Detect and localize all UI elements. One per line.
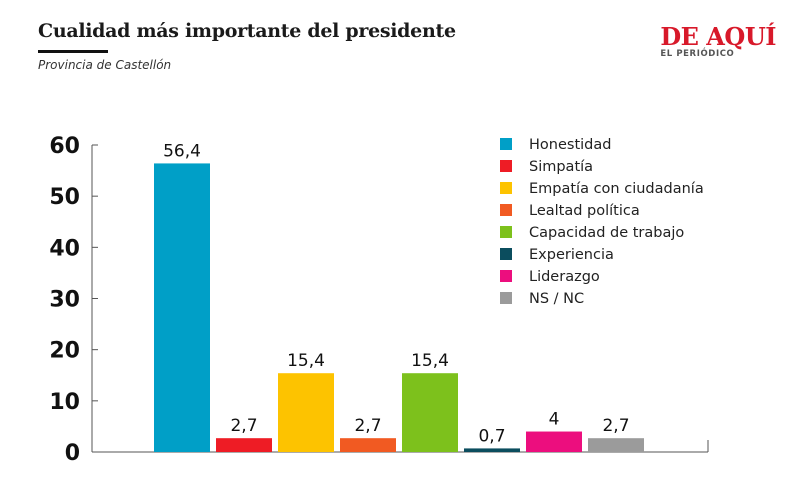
legend-label: Capacidad de trabajo — [529, 225, 684, 241]
legend-label: Empatía con ciudadanía — [529, 181, 704, 197]
legend-label: NS / NC — [529, 291, 584, 307]
data-label: 15,4 — [411, 351, 449, 371]
legend-swatch-8 — [500, 292, 512, 304]
y-tick-label: 0 — [65, 441, 80, 466]
bar-3 — [278, 373, 334, 452]
legend-label: Liderazgo — [529, 269, 600, 285]
y-tick-label: 10 — [49, 390, 80, 415]
legend-label: Honestidad — [529, 137, 611, 153]
logo-tagline: EL PERIÓDICO — [660, 49, 735, 59]
legend-label: Experiencia — [529, 247, 614, 263]
bar-8 — [588, 438, 644, 452]
legend-swatch-3 — [500, 182, 512, 194]
legend-swatch-6 — [500, 248, 512, 260]
title-underline — [38, 50, 108, 53]
chart-subtitle: Provincia de Castellón — [38, 58, 172, 72]
y-tick-label: 20 — [49, 339, 80, 364]
y-tick-label: 30 — [49, 288, 80, 313]
data-label: 15,4 — [287, 351, 325, 371]
legend-swatch-1 — [500, 138, 512, 150]
y-tick-label: 60 — [49, 134, 80, 159]
legend-label: Simpatía — [529, 159, 593, 175]
bar-2 — [216, 438, 272, 452]
y-tick-label: 40 — [49, 236, 80, 261]
data-label: 56,4 — [163, 141, 201, 161]
legend-swatch-5 — [500, 226, 512, 238]
bar-1 — [154, 163, 210, 453]
legend-label: Lealtad política — [529, 203, 640, 219]
bar-5 — [402, 373, 458, 452]
legend-swatch-2 — [500, 160, 512, 172]
bar-4 — [340, 438, 396, 452]
brand-logo: DE AQUÍ EL PERIÓDICO — [660, 22, 776, 60]
bar-6 — [464, 448, 520, 452]
chart-title: Cualidad más importante del presidente — [38, 20, 456, 42]
data-label: 2,7 — [602, 416, 629, 436]
data-label: 4 — [549, 410, 560, 430]
y-tick-label: 50 — [49, 185, 80, 210]
legend-swatch-7 — [500, 270, 512, 282]
data-label: 2,7 — [230, 416, 257, 436]
data-label: 2,7 — [354, 416, 381, 436]
legend-swatch-4 — [500, 204, 512, 216]
bar-7 — [526, 431, 582, 452]
data-label: 0,7 — [478, 426, 505, 446]
logo-wordmark: DE AQUÍ — [660, 22, 776, 51]
